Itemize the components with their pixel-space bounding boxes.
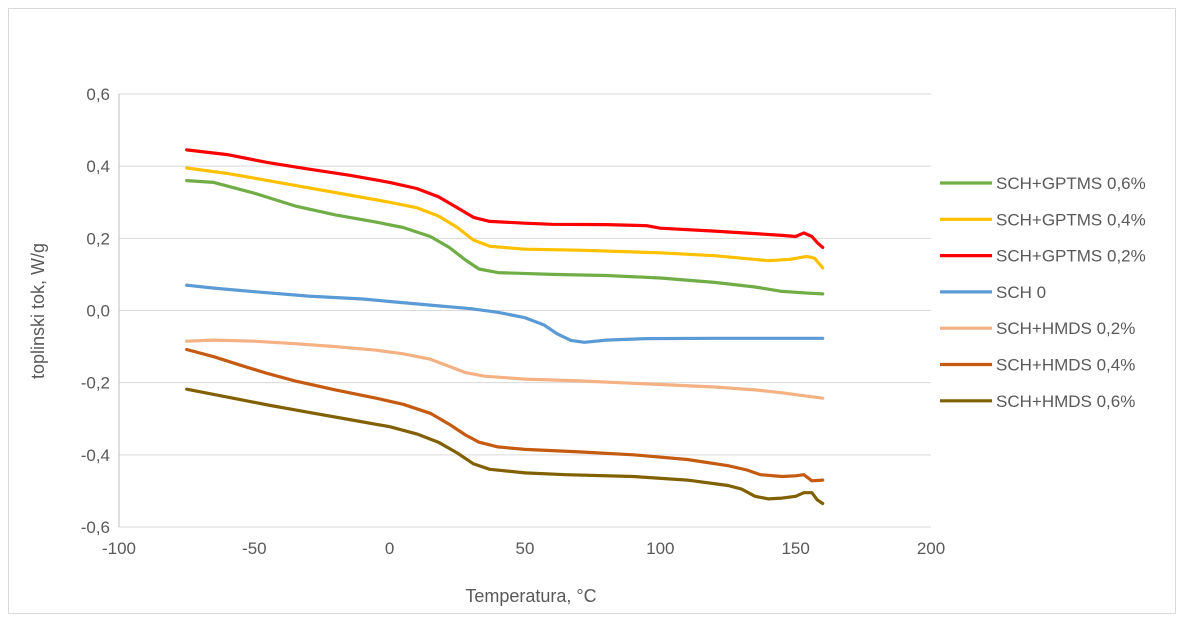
x-tick-label: -100 [102,539,136,558]
series-line [185,166,825,270]
y-tick-label: 0,6 [86,85,110,104]
legend-label: SCH+GPTMS 0,2% [996,247,1146,266]
y-tick-label: -0,2 [81,374,110,393]
series-line [185,387,825,506]
y-tick-label: 0,4 [86,157,110,176]
legend-label: SCH+HMDS 0,6% [996,392,1135,411]
x-tick-label: 0 [385,539,394,558]
legend: SCH+GPTMS 0,6% SCH+GPTMS 0,4% SCH+GPTMS 0,… [940,174,1146,411]
legend-item: SCH+GPTMS 0,2% [940,247,1146,266]
x-tick-label: 150 [781,539,809,558]
legend-item: SCH+GPTMS 0,6% [940,174,1146,193]
x-tick-label: -50 [242,539,267,558]
legend-label: SCH+HMDS 0,2% [996,319,1135,338]
x-tick-label: 100 [646,539,674,558]
axes: -0,6 -0,4 -0,2 0,0 0,2 0,4 0,6 -100 -50 0 50 100 150… [81,85,945,558]
legend-item: SCH 0 [940,283,1046,302]
legend-label: SCH+GPTMS 0,6% [996,174,1146,193]
series-line [185,148,825,249]
x-axis-title: Temperatura, °C [465,586,596,606]
series-line [185,283,825,344]
series-line [185,338,825,400]
legend-label: SCH 0 [996,283,1046,302]
legend-item: SCH+HMDS 0,4% [940,356,1135,375]
legend-item: SCH+HMDS 0,6% [940,392,1135,411]
y-tick-label: 0,2 [86,229,110,248]
series-line [185,179,825,296]
chart-canvas: -0,6 -0,4 -0,2 0,0 0,2 0,4 0,6 -100 -50 0 50 100 150… [28,85,1146,606]
y-tick-label: 0,0 [86,302,110,321]
chart-area: -0,6 -0,4 -0,2 0,0 0,2 0,4 0,6 -100 -50 0 50 100 150… [8,8,1176,614]
y-tick-label: -0,6 [81,518,110,537]
legend-label: SCH+GPTMS 0,4% [996,210,1146,229]
x-tick-label: 200 [917,539,945,558]
y-tick-label: -0,4 [81,446,110,465]
series-lines [185,148,825,506]
x-tick-label: 50 [516,539,535,558]
gridlines [119,93,931,528]
y-axis-title: toplinski tok, W/g [28,243,48,379]
legend-item: SCH+GPTMS 0,4% [940,210,1146,229]
legend-label: SCH+HMDS 0,4% [996,356,1135,375]
legend-item: SCH+HMDS 0,2% [940,319,1135,338]
series-line [185,347,825,483]
